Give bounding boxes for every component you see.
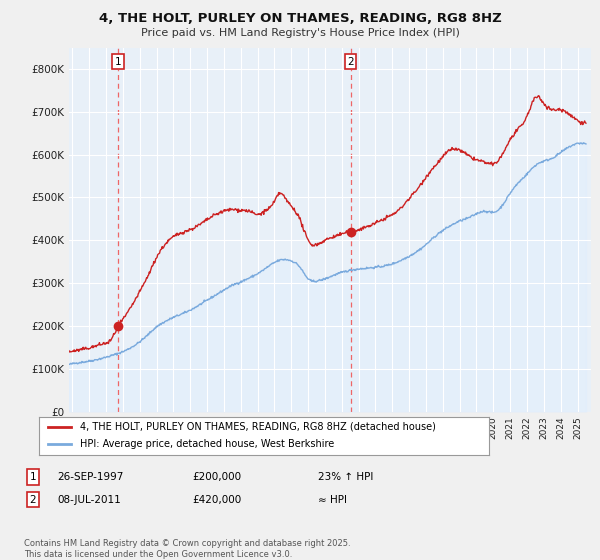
Text: HPI: Average price, detached house, West Berkshire: HPI: Average price, detached house, West… <box>79 440 334 450</box>
Text: 2: 2 <box>347 57 354 67</box>
Text: 26-SEP-1997: 26-SEP-1997 <box>57 472 124 482</box>
Text: 1: 1 <box>115 57 122 67</box>
Text: £420,000: £420,000 <box>192 494 241 505</box>
Text: £200,000: £200,000 <box>192 472 241 482</box>
Text: 1: 1 <box>29 472 37 482</box>
Text: 2: 2 <box>29 494 37 505</box>
Text: 08-JUL-2011: 08-JUL-2011 <box>57 494 121 505</box>
Text: Price paid vs. HM Land Registry's House Price Index (HPI): Price paid vs. HM Land Registry's House … <box>140 28 460 38</box>
Text: Contains HM Land Registry data © Crown copyright and database right 2025.
This d: Contains HM Land Registry data © Crown c… <box>24 539 350 559</box>
Text: ≈ HPI: ≈ HPI <box>318 494 347 505</box>
Text: 23% ↑ HPI: 23% ↑ HPI <box>318 472 373 482</box>
Text: 4, THE HOLT, PURLEY ON THAMES, READING, RG8 8HZ: 4, THE HOLT, PURLEY ON THAMES, READING, … <box>98 12 502 25</box>
Text: 4, THE HOLT, PURLEY ON THAMES, READING, RG8 8HZ (detached house): 4, THE HOLT, PURLEY ON THAMES, READING, … <box>79 422 436 432</box>
